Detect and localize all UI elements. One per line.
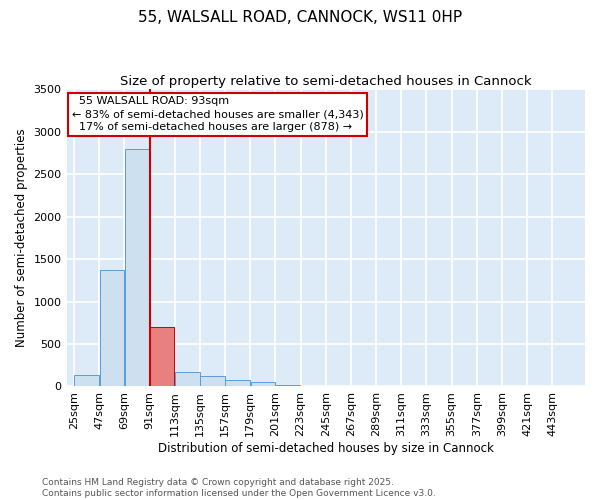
- Bar: [251, 382, 275, 386]
- Bar: [200, 376, 225, 386]
- Bar: [125, 148, 149, 386]
- Bar: [150, 327, 175, 386]
- Y-axis label: Number of semi-detached properties: Number of semi-detached properties: [15, 128, 28, 347]
- Title: Size of property relative to semi-detached houses in Cannock: Size of property relative to semi-detach…: [120, 75, 532, 88]
- Text: 55, WALSALL ROAD, CANNOCK, WS11 0HP: 55, WALSALL ROAD, CANNOCK, WS11 0HP: [138, 10, 462, 25]
- Bar: [100, 270, 124, 386]
- Bar: [175, 372, 200, 386]
- Text: Contains HM Land Registry data © Crown copyright and database right 2025.
Contai: Contains HM Land Registry data © Crown c…: [42, 478, 436, 498]
- Bar: [74, 376, 99, 386]
- X-axis label: Distribution of semi-detached houses by size in Cannock: Distribution of semi-detached houses by …: [158, 442, 494, 455]
- Bar: [276, 385, 301, 386]
- Text: 55 WALSALL ROAD: 93sqm
← 83% of semi-detached houses are smaller (4,343)
  17% o: 55 WALSALL ROAD: 93sqm ← 83% of semi-det…: [71, 96, 364, 132]
- Bar: [226, 380, 250, 386]
